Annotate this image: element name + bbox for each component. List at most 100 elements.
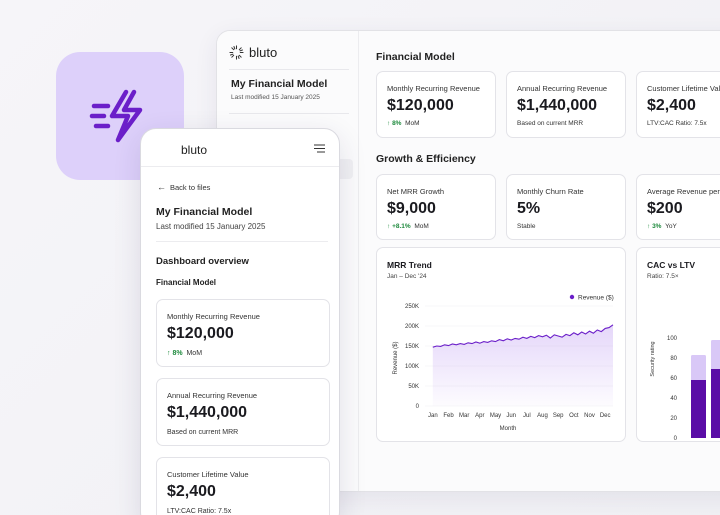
kpi-trend: ↑ +8.1% MoM	[387, 223, 429, 230]
y-tick-label: 100	[667, 336, 678, 342]
main-content: Financial Model Monthly Recurring Revenu…	[360, 31, 720, 491]
bolt-speed-icon	[89, 89, 143, 143]
section-title-financial: Financial Model	[376, 51, 455, 63]
trend-suffix: MoM	[414, 223, 429, 230]
kpi-note: LTV:CAC Ratio: 7.5x	[167, 508, 232, 515]
mrr-chart: 0 50K 100K 150K 200K 250K Jan Feb Mar Apr May Jun Ju…	[393, 294, 614, 433]
kpi-card-mrr[interactable]: Monthly Recurring Revenue $120,000 ↑ 8% …	[376, 71, 496, 138]
arrow-up-icon: ↑	[387, 223, 391, 230]
y-tick-label: 200K	[405, 324, 419, 330]
kpi-card-arpa[interactable]: Average Revenue per A $200 ↑ 3% YoY	[636, 174, 720, 240]
kpi-trend: ↑ 8% MoM	[387, 120, 420, 127]
bar-base	[691, 380, 706, 438]
kpi-card-mrr[interactable]: Monthly Recurring Revenue $120,000 ↑ 8% …	[156, 299, 330, 367]
file-modified: Last modified 15 January 2025	[231, 94, 320, 101]
cac-ltv-card[interactable]: CAC vs LTV Ratio: 7.5× 0 20 40 60 80 100 Secu…	[636, 247, 720, 442]
kpi-value: $1,440,000	[167, 404, 248, 421]
kpi-label: Monthly Churn Rate	[517, 187, 584, 196]
kpi-card-ltv[interactable]: Customer Lifetime Value $2,400 LTV:CAC R…	[156, 457, 330, 515]
kpi-label: Monthly Recurring Revenue	[387, 84, 480, 93]
section-heading: Financial Model	[156, 278, 217, 287]
brand-name[interactable]: bluto	[181, 143, 208, 157]
kpi-label: Average Revenue per A	[647, 187, 720, 196]
kpi-note: LTV:CAC Ratio: 7.5x	[647, 120, 707, 127]
trend-value: 8%	[392, 120, 402, 127]
chart-subtitle: Jan – Dec '24	[387, 273, 427, 280]
x-tick-label: Sep	[553, 413, 564, 419]
hamburger-menu-icon[interactable]	[314, 144, 325, 153]
divider	[156, 241, 328, 242]
kpi-value: $2,400	[167, 483, 216, 500]
kpi-label: Annual Recurring Revenue	[517, 84, 608, 93]
x-tick-label: Aug	[537, 413, 548, 419]
x-tick-label: Nov	[584, 413, 595, 419]
x-tick-label: Jun	[506, 413, 516, 419]
kpi-card-net-mrr[interactable]: Net MRR Growth $9,000 ↑ +8.1% MoM	[376, 174, 496, 240]
kpi-value: $2,400	[647, 97, 696, 114]
x-tick-label: Oct	[569, 413, 579, 419]
kpi-value: 5%	[517, 200, 541, 217]
y-axis-label: Security rating	[650, 341, 656, 376]
brand-logo[interactable]: bluto	[229, 45, 277, 60]
mrr-trend-card[interactable]: MRR Trend Jan – Dec '24 0 50K 100K 150K 200K…	[376, 247, 626, 442]
x-tick-label: Apr	[475, 413, 484, 419]
divider	[229, 69, 349, 70]
back-label: Back to files	[170, 182, 211, 192]
y-tick-label: 40	[670, 396, 677, 402]
arrow-up-icon: ↑	[647, 223, 651, 230]
y-tick-label: 60	[670, 376, 677, 382]
y-tick-label: 80	[670, 356, 677, 362]
x-tick-label: Jul	[523, 413, 531, 419]
sunburst-logo-icon	[229, 45, 244, 60]
y-tick-label: 150K	[405, 344, 419, 350]
y-tick-label: 20	[670, 416, 677, 422]
area-fill	[432, 324, 613, 406]
kpi-trend: ↑ 3% YoY	[647, 223, 677, 230]
brand-name: bluto	[249, 45, 278, 60]
kpi-label: Customer Lifetime Value	[647, 84, 720, 93]
cac-ltv-chart: 0 20 40 60 80 100 Security rating	[650, 336, 720, 442]
kpi-trend: ↑ 8% MoM	[167, 350, 202, 357]
arrow-left-icon: ←	[157, 182, 166, 192]
kpi-note: Stable	[517, 223, 536, 230]
dashboard-heading: Dashboard overview	[156, 256, 249, 267]
x-tick-label: Dec	[600, 413, 611, 419]
kpi-value: $9,000	[387, 200, 436, 217]
arrow-up-icon: ↑	[387, 120, 391, 127]
trend-value: 8%	[172, 350, 183, 357]
mobile-header: bluto	[141, 129, 339, 167]
y-tick-label: 0	[416, 404, 420, 410]
kpi-label: Annual Recurring Revenue	[167, 391, 258, 400]
chart-title: CAC vs LTV	[647, 260, 696, 270]
trend-suffix: YoY	[665, 223, 677, 230]
kpi-card-arr[interactable]: Annual Recurring Revenue $1,440,000 Base…	[506, 71, 626, 138]
app-icon-tile	[56, 52, 184, 180]
y-tick-label: 100K	[405, 364, 419, 370]
kpi-card-churn[interactable]: Monthly Churn Rate 5% Stable	[506, 174, 626, 240]
back-link[interactable]: ← Back to files	[157, 182, 210, 192]
trend-suffix: MoM	[405, 120, 420, 127]
file-modified: Last modified 15 January 2025	[156, 222, 266, 231]
kpi-note: Based on current MRR	[517, 120, 584, 127]
chart-title: MRR Trend	[387, 260, 432, 270]
kpi-value: $200	[647, 200, 683, 217]
kpi-card-arr[interactable]: Annual Recurring Revenue $1,440,000 Base…	[156, 378, 330, 446]
divider	[229, 113, 349, 114]
kpi-note: Based on current MRR	[167, 429, 239, 436]
x-tick-label: Mar	[459, 413, 469, 419]
section-title-growth: Growth & Efficiency	[376, 153, 476, 165]
kpi-card-ltv[interactable]: Customer Lifetime Value $2,400 LTV:CAC R…	[636, 71, 720, 138]
kpi-label: Monthly Recurring Revenue	[167, 312, 260, 321]
x-tick-label: Jan	[428, 413, 438, 419]
trend-value: 3%	[652, 223, 662, 230]
trend-value: +8.1%	[392, 223, 411, 230]
x-tick-label: May	[490, 413, 501, 419]
legend-label: Revenue ($)	[578, 295, 614, 302]
file-title: My Financial Model	[156, 206, 253, 218]
kpi-value: $1,440,000	[517, 97, 598, 114]
y-tick-label: 250K	[405, 304, 419, 310]
legend-swatch	[569, 294, 575, 300]
y-tick-label: 0	[674, 436, 678, 442]
x-axis-label: Month	[500, 426, 517, 432]
arrow-up-icon: ↑	[167, 350, 171, 357]
